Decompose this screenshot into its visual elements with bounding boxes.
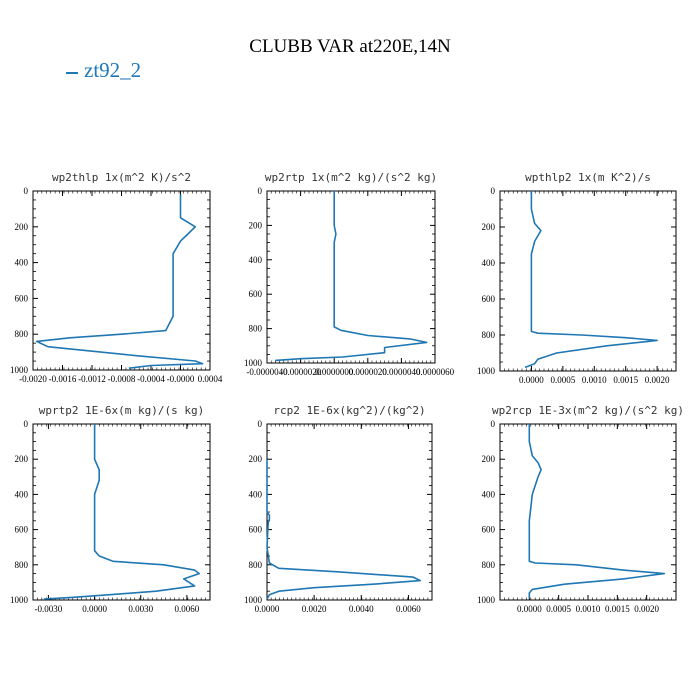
- y-tick-label: 0: [258, 419, 263, 429]
- x-tick-label: 0.0005: [546, 604, 571, 614]
- x-tick-label: 0.0020: [645, 375, 670, 385]
- y-tick-label: 600: [482, 294, 496, 304]
- y-tick-label: 600: [15, 293, 29, 303]
- y-tick-label: 400: [15, 489, 29, 499]
- y-tick-label: 200: [482, 454, 496, 464]
- y-tick-label: 400: [249, 489, 263, 499]
- y-tick-label: 1000: [477, 595, 496, 605]
- x-tick-label: 0.0010: [576, 604, 601, 614]
- chart-panel-1: wp2thlp 1x(m^2 K)/s^202004006008001000-0…: [10, 171, 223, 384]
- y-tick-label: 1000: [10, 595, 29, 605]
- legend-label: zt92_2: [84, 58, 142, 82]
- y-tick-label: 0: [491, 419, 496, 429]
- y-tick-label: 800: [482, 330, 496, 340]
- chart-panel-6: wp2rcp 1E-3x(m^2 kg)/(s^2 kg) 0 200 400 600 8…: [477, 404, 684, 614]
- y-tick-label: 1000: [244, 358, 263, 368]
- x-tick-label: 0.0000040: [382, 367, 421, 377]
- y-tick-label: 200: [249, 454, 263, 464]
- x-tick-label: 0.0000: [82, 604, 107, 614]
- x-tick-label: 0.0000000: [315, 367, 354, 377]
- y-tick-label: 800: [15, 329, 29, 339]
- x-tick-label: 0.0060: [396, 604, 421, 614]
- y-tick-label: 200: [249, 220, 263, 230]
- plot-frame: [266, 190, 436, 364]
- plot-frame: [32, 423, 211, 601]
- x-tick-label: 0.0015: [605, 604, 630, 614]
- chart-title: wpthlp2 1x(m K^2)/s: [525, 171, 651, 184]
- x-tick-label: -0.0000040: [246, 367, 288, 377]
- x-tick-label: 0.0060: [175, 604, 200, 614]
- x-tick-label: 0.0015: [613, 375, 638, 385]
- plot-frame: [499, 423, 677, 601]
- y-tick-label: 600: [249, 525, 263, 535]
- y-tick-label: 600: [249, 289, 263, 299]
- y-tick-label: 1000: [477, 366, 496, 376]
- x-tick-label: -0.0008: [108, 374, 136, 384]
- y-tick-label: 1000: [10, 365, 29, 375]
- y-tick-label: 600: [482, 525, 496, 535]
- plot-frame: [32, 190, 211, 371]
- y-tick-label: 800: [249, 324, 263, 334]
- y-tick-label: 400: [482, 489, 496, 499]
- y-tick-label: 0: [491, 186, 496, 196]
- x-tick-label: 0.0000: [519, 375, 544, 385]
- y-tick-label: 1000: [244, 595, 263, 605]
- x-tick-label: -0.0012: [78, 374, 106, 384]
- chart-panel-2: wp2rtp 1x(m^2 kg)/(s^2 kg)0 200 400 600 800 1…: [244, 171, 455, 377]
- series-line-1: [35, 194, 204, 369]
- series-line-1: [528, 424, 666, 599]
- x-tick-label: -0.0030: [35, 604, 63, 614]
- y-tick-label: 400: [15, 258, 29, 268]
- y-tick-label: 0: [24, 186, 29, 196]
- y-tick-label: 800: [249, 560, 263, 570]
- y-tick-label: 200: [482, 222, 496, 232]
- series-line-1: [524, 191, 658, 369]
- x-tick-label: 0.0000020: [349, 367, 388, 377]
- y-tick-label: 400: [482, 258, 496, 268]
- x-tick-label: 0.0000: [255, 604, 280, 614]
- x-tick-label: -0.0020: [19, 374, 47, 384]
- page-title: CLUBB VAR at220E,14N: [249, 36, 451, 57]
- series-line-1: [43, 424, 200, 600]
- y-tick-label: 200: [15, 454, 29, 464]
- y-tick-label: 400: [249, 255, 263, 265]
- x-tick-label: 0.0010: [582, 375, 607, 385]
- x-tick-label: -0.0000: [167, 374, 195, 384]
- x-tick-label: 0.0020: [634, 604, 659, 614]
- y-tick-label: 200: [15, 222, 29, 232]
- x-tick-label: 0.0005: [550, 375, 575, 385]
- series-line-1: [266, 459, 422, 600]
- chart-title: wp2thlp 1x(m^2 K)/s^2: [52, 171, 191, 184]
- x-tick-label: 0.0000060: [416, 367, 455, 377]
- y-tick-label: 800: [15, 560, 29, 570]
- x-tick-label: 0.0004: [198, 374, 223, 384]
- plot-frame: [499, 190, 677, 372]
- chart-title: wp2rtp 1x(m^2 kg)/(s^2 kg): [265, 171, 437, 184]
- chart-title: wprtp2 1E-6x(m kg)/(s kg): [39, 404, 205, 417]
- x-tick-label: 0.0030: [128, 604, 153, 614]
- series-line-1: [275, 191, 428, 362]
- chart-panel-3: wpthlp2 1x(m K^2)/s 0 200 400 600 800 1000 0.00…: [477, 171, 677, 385]
- x-tick-label: -0.0004: [137, 374, 165, 384]
- chart-title: wp2rcp 1E-3x(m^2 kg)/(s^2 kg): [492, 404, 684, 417]
- x-tick-label: 0.0000: [517, 604, 542, 614]
- x-tick-label: 0.0040: [349, 604, 374, 614]
- legend: zt92_2: [66, 58, 141, 83]
- y-tick-label: 600: [15, 525, 29, 535]
- y-tick-label: 0: [24, 419, 29, 429]
- chart-title: rcp2 1E-6x(kg^2)/(kg^2): [273, 404, 425, 417]
- x-tick-label: -0.0016: [49, 374, 77, 384]
- y-tick-label: 800: [482, 560, 496, 570]
- x-tick-label: 0.0020: [302, 604, 327, 614]
- chart-panel-4: wprtp2 1E-6x(m kg)/(s kg) 0 200 400 600 800 10…: [10, 404, 211, 614]
- legend-line-icon: [66, 72, 78, 75]
- x-tick-label: -0.0000020: [280, 367, 322, 377]
- chart-panel-5: rcp2 1E-6x(kg^2)/(kg^2) 0 200 400 600 800 1000…: [244, 404, 433, 614]
- y-tick-label: 0: [258, 186, 263, 196]
- plot-frame: [266, 423, 433, 601]
